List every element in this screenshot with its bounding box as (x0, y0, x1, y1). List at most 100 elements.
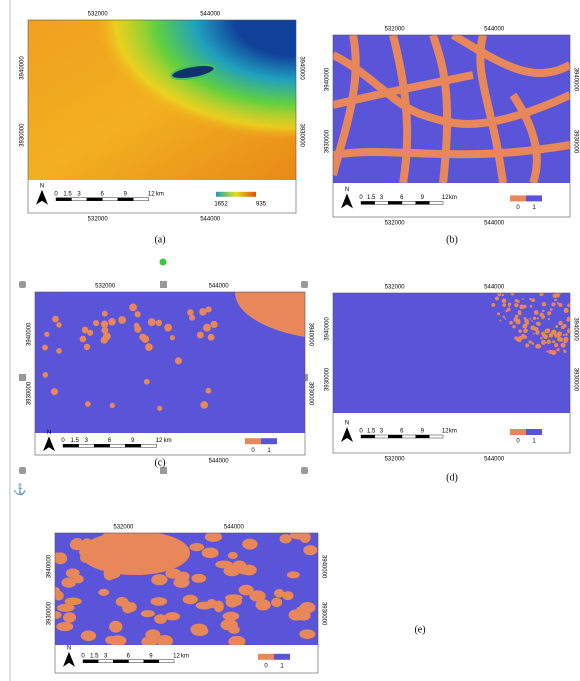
buffer-spot (56, 348, 62, 354)
y-coord-right: 3940000 (320, 555, 326, 579)
handle (19, 281, 26, 288)
speckle (558, 320, 563, 326)
x-coord-bottom: 544000 (484, 221, 505, 227)
y-coord-left: 3930000 (325, 367, 331, 391)
legend-0 (510, 429, 526, 435)
buffer-spot (84, 401, 91, 407)
map-raster (35, 292, 305, 433)
figure-caption: (a) (154, 234, 165, 245)
map-figure: 0 1.5 3 6 9 12 km N 0 1 532000 544000 3940000 3930000… (47, 525, 426, 674)
speckle (528, 340, 532, 344)
buffer-spot (182, 594, 198, 605)
x-coord-top: 532000 (385, 27, 406, 33)
scale-label: 0 (61, 438, 65, 444)
scale-segment (117, 197, 134, 202)
lake (170, 63, 216, 81)
buffer-spot (61, 577, 77, 588)
scale-label: 6 (127, 653, 131, 659)
speckle (524, 337, 527, 339)
scale-label: km (164, 438, 172, 444)
map-frame (34, 291, 306, 456)
speckle (536, 330, 540, 334)
scale-label: 12 (173, 653, 180, 659)
y-coord-right: 3940000 (572, 317, 578, 341)
buffer-spot (87, 329, 94, 336)
speckle (545, 328, 551, 333)
speckle (553, 340, 556, 343)
speckle (507, 307, 511, 312)
speckle (529, 304, 533, 308)
speckle (533, 310, 539, 315)
figure-caption: (d) (446, 472, 458, 483)
x-coord-bottom: 532000 (385, 221, 406, 227)
buffer-spot (145, 343, 153, 351)
x-coord-top: 532000 (385, 285, 406, 291)
speckle (525, 343, 530, 348)
scale-label: 0 (359, 429, 363, 435)
buffer-spot (140, 610, 155, 618)
speckle (567, 328, 570, 333)
buffer-spot (165, 568, 182, 579)
buffer-spot (155, 319, 163, 327)
legend-0 (245, 438, 261, 445)
buffer-spot (126, 602, 137, 613)
water-area (235, 292, 305, 337)
buffer-spot (83, 343, 91, 351)
map-raster (333, 35, 570, 183)
buffer-spot (227, 551, 238, 560)
buffer-spot (100, 320, 109, 328)
speckle (515, 314, 519, 318)
y-coord-right: 3930000 (572, 130, 578, 154)
legend-1 (526, 429, 542, 435)
speckle (556, 348, 560, 352)
scale-segment (113, 659, 129, 663)
y-coord-right: 3940000 (298, 56, 304, 80)
scale-label: 9 (149, 653, 153, 659)
buffer-spot (118, 316, 127, 324)
legend-1 (526, 195, 542, 202)
north-label: N (345, 421, 349, 427)
speckle (517, 310, 522, 314)
road-buffer (333, 141, 570, 159)
buffer-spot (199, 308, 207, 316)
legend-label: 1652 (214, 201, 228, 207)
buffer-spot (228, 635, 246, 645)
scale-label: 12 (148, 191, 155, 197)
buffer-spot (205, 306, 212, 313)
map-raster (55, 533, 318, 645)
buffer-spot (242, 538, 258, 550)
buffer-spot (207, 333, 215, 341)
map-figure: 0 1.5 3 6 9 12 km N 0 1 532000 544000 532000 544000 39… (325, 27, 579, 246)
speckle (508, 305, 511, 308)
speckle (535, 344, 540, 349)
speckle (563, 307, 569, 314)
scale-label: 9 (421, 195, 425, 201)
speckle (531, 298, 535, 303)
speckle (514, 299, 518, 303)
buffer-spot (103, 332, 111, 341)
map-raster (333, 293, 570, 413)
speckle (531, 342, 535, 345)
scale-label: 1.5 (367, 195, 376, 201)
buffer-spot (206, 599, 217, 609)
scale-label: km (156, 191, 164, 197)
buffer-spot (81, 326, 89, 334)
scale-label: 1.5 (70, 438, 79, 444)
north-label: N (40, 183, 44, 189)
scale-label: 12 (442, 429, 449, 435)
scale-segment (158, 659, 175, 663)
map-raster (28, 20, 296, 180)
scale-segment (133, 197, 149, 202)
buffer-spot (271, 597, 283, 608)
buffer-spot (222, 611, 240, 621)
speckle (541, 301, 547, 307)
speckle (531, 320, 533, 322)
scale-segment (143, 659, 160, 663)
speckle (554, 298, 558, 302)
buffer-spot (205, 387, 212, 394)
buffer-spot (70, 537, 84, 550)
buffer-spot (64, 597, 82, 606)
buffer-spot (225, 596, 239, 608)
y-coord-left: 3940000 (47, 554, 53, 578)
road-buffer (333, 51, 570, 128)
